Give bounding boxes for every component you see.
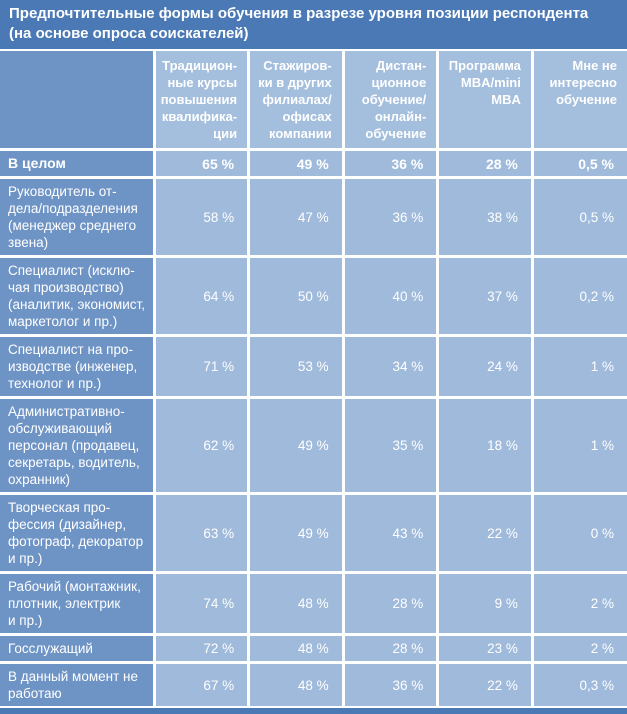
value-cell: 49 % bbox=[247, 148, 345, 179]
value-cell: 49 % bbox=[247, 492, 345, 574]
table-row-specialist-production: Специалист на про- изводстве (инженер, т… bbox=[0, 334, 627, 399]
table-row-admin-staff: Административно- обслуживающий персонал … bbox=[0, 396, 627, 495]
value-cell: 58 % bbox=[152, 176, 251, 258]
value-cell: 0,2 % bbox=[530, 255, 627, 337]
column-header-traditional-courses: Традицион- ные курсы повышения квалифика… bbox=[152, 51, 251, 151]
row-label: Госслужащий bbox=[0, 633, 156, 664]
value-cell: 49 % bbox=[247, 396, 345, 495]
table-row-blue-collar: Рабочий (монтажник, плотник, электрик и … bbox=[0, 571, 627, 636]
value-cell: 36 % bbox=[341, 661, 440, 706]
table-row-specialist-non-production: Специалист (исклю- чая производство) (ан… bbox=[0, 255, 627, 337]
value-cell: 28 % bbox=[436, 148, 534, 179]
row-label: Руководитель от- дела/подразделения (мен… bbox=[0, 176, 156, 258]
value-cell: 71 % bbox=[152, 334, 251, 399]
value-cell: 18 % bbox=[436, 396, 534, 495]
value-cell: 24 % bbox=[436, 334, 534, 399]
row-label: В данный момент не работаю bbox=[0, 661, 156, 706]
value-cell: 50 % bbox=[247, 255, 345, 337]
value-cell: 40 % bbox=[341, 255, 440, 337]
value-cell: 1 % bbox=[530, 334, 627, 399]
value-cell: 67 % bbox=[152, 661, 251, 706]
value-cell: 2 % bbox=[530, 571, 627, 636]
page-title: Предпочтительные формы обучения в разрез… bbox=[0, 0, 627, 49]
value-cell: 48 % bbox=[247, 633, 345, 664]
value-cell: 0,5 % bbox=[530, 148, 627, 179]
value-cell: 22 % bbox=[436, 492, 534, 574]
table-row-creative: Творческая про- фессия (дизайнер, фотогр… bbox=[0, 492, 627, 574]
value-cell: 36 % bbox=[341, 176, 440, 258]
row-label: Специалист на про- изводстве (инженер, т… bbox=[0, 334, 156, 399]
value-cell: 34 % bbox=[341, 334, 440, 399]
table-row-civil-servant: Госслужащий 72 % 48 % 28 % 23 % 2 % bbox=[0, 633, 627, 664]
row-label: В целом bbox=[0, 148, 156, 179]
value-cell: 47 % bbox=[247, 176, 345, 258]
table-row-manager: Руководитель от- дела/подразделения (мен… bbox=[0, 176, 627, 258]
value-cell: 2 % bbox=[530, 633, 627, 664]
value-cell: 65 % bbox=[152, 148, 251, 179]
value-cell: 0 % bbox=[530, 492, 627, 574]
row-label: Специалист (исклю- чая производство) (ан… bbox=[0, 255, 156, 337]
row-label: Творческая про- фессия (дизайнер, фотогр… bbox=[0, 492, 156, 574]
header-row: Традицион- ные курсы повышения квалифика… bbox=[0, 51, 627, 151]
value-cell: 37 % bbox=[436, 255, 534, 337]
value-cell: 43 % bbox=[341, 492, 440, 574]
value-cell: 22 % bbox=[436, 661, 534, 706]
value-cell: 28 % bbox=[341, 633, 440, 664]
corner-cell bbox=[0, 51, 156, 151]
column-header-distance-learning: Дистан- ционное обучение/ онлайн- обучен… bbox=[341, 51, 440, 151]
value-cell: 1 % bbox=[530, 396, 627, 495]
row-label: Административно- обслуживающий персонал … bbox=[0, 396, 156, 495]
value-cell: 48 % bbox=[247, 661, 345, 706]
value-cell: 36 % bbox=[341, 148, 440, 179]
table-row-total: В целом 65 % 49 % 36 % 28 % 0,5 % bbox=[0, 148, 627, 179]
column-header-not-interested: Мне не интересно обучение bbox=[530, 51, 627, 151]
value-cell: 0,5 % bbox=[530, 176, 627, 258]
table-row-not-working: В данный момент не работаю 67 % 48 % 36 … bbox=[0, 661, 627, 706]
column-header-mba: Программа MBA/mini MBA bbox=[436, 51, 534, 151]
value-cell: 28 % bbox=[341, 571, 440, 636]
survey-table: Традицион- ные курсы повышения квалифика… bbox=[0, 51, 627, 706]
value-cell: 64 % bbox=[152, 255, 251, 337]
value-cell: 53 % bbox=[247, 334, 345, 399]
row-label: Рабочий (монтажник, плотник, электрик и … bbox=[0, 571, 156, 636]
value-cell: 48 % bbox=[247, 571, 345, 636]
column-header-internships: Стажиров- ки в других филиалах/ офисах к… bbox=[247, 51, 345, 151]
bottom-bar bbox=[0, 708, 627, 714]
value-cell: 35 % bbox=[341, 396, 440, 495]
value-cell: 72 % bbox=[152, 633, 251, 664]
value-cell: 62 % bbox=[152, 396, 251, 495]
value-cell: 74 % bbox=[152, 571, 251, 636]
value-cell: 0,3 % bbox=[530, 661, 627, 706]
value-cell: 9 % bbox=[436, 571, 534, 636]
value-cell: 38 % bbox=[436, 176, 534, 258]
value-cell: 23 % bbox=[436, 633, 534, 664]
value-cell: 63 % bbox=[152, 492, 251, 574]
